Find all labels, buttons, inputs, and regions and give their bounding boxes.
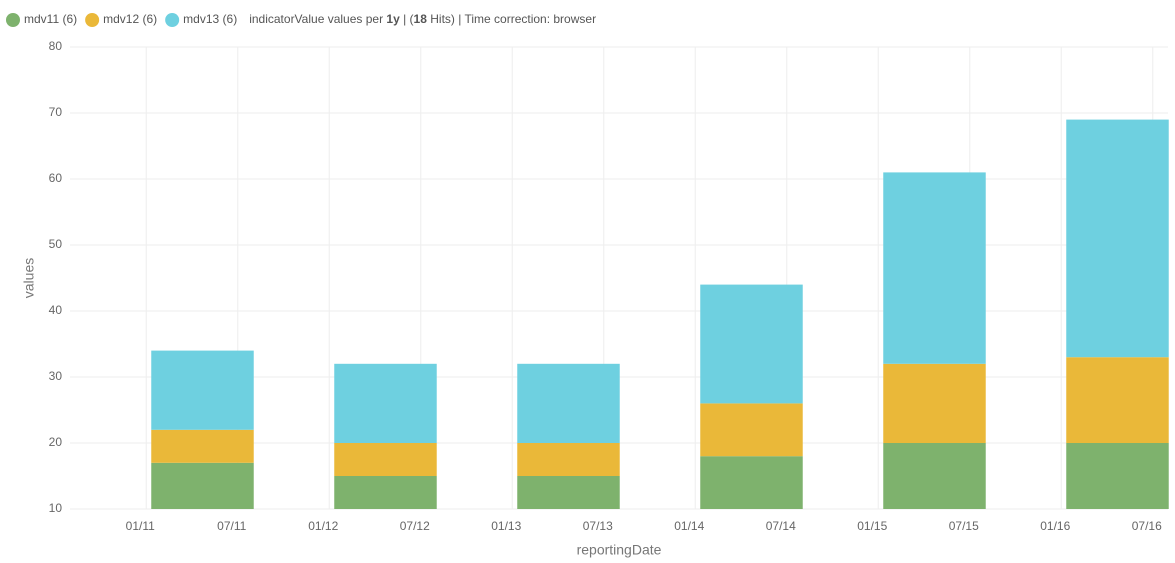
x-tick-label: 01/13 [491,519,521,533]
bar-segment [883,172,986,364]
bar-segment [334,443,437,476]
x-tick-label: 01/11 [126,519,155,533]
x-tick-label: 07/16 [1132,519,1162,533]
bar-segment [334,363,437,443]
subtitle-part: | ( [400,12,414,26]
bar-segment [700,403,803,457]
subtitle-part: 18 [414,12,428,26]
subtitle-part: indicatorValue values per [249,12,386,26]
legend-marker [6,13,20,27]
bar-segment [883,443,986,509]
x-tick-label: 07/12 [400,519,430,533]
bar-segment [151,350,254,430]
y-tick-label: 50 [49,237,63,251]
bars [151,119,1169,509]
bar-segment [1066,443,1169,509]
y-axis-title: values [21,258,37,298]
y-tick-label: 80 [49,39,63,53]
y-tick-label: 40 [49,303,63,317]
x-axis-title: reportingDate [577,542,662,558]
bar-segment [151,462,254,509]
legend-label: mdv13 (6) [183,12,237,26]
bar-segment [517,443,620,476]
subtitle: indicatorValue values per 1y | (18 Hits)… [249,12,596,26]
legend: mdv11 (6) mdv12 (6) mdv13 (6) indicatorValu… [6,12,596,27]
legend-marker [85,13,100,27]
subtitle-part: 1y [386,12,400,26]
legend-label: mdv11 (6) [24,12,77,26]
x-tick-label: 07/13 [583,519,613,533]
grid: 10 20 30 40 50 60 70 80 01/11 07/11 01/12 07/12 01/1… [49,39,1168,533]
legend-label: mdv12 (6) [103,12,157,26]
bar-segment [151,429,254,463]
bar-segment [700,284,803,404]
y-tick-label: 70 [49,105,63,119]
bar-segment [700,456,803,509]
y-tick-label: 20 [49,435,63,449]
x-tick-label: 07/15 [949,519,979,533]
bar-segment [334,476,437,509]
x-tick-label: 07/11 [217,519,246,533]
legend-marker [165,13,180,27]
bar-segment [1066,119,1169,358]
x-tick-label: 01/14 [674,519,704,533]
bar-segment [517,363,620,443]
x-tick-label: 01/15 [857,519,887,533]
y-tick-label: 10 [49,501,63,515]
bar-segment [517,476,620,509]
subtitle-part: Hits) | Time correction: browser [427,12,596,26]
x-tick-label: 01/16 [1040,519,1070,533]
y-tick-label: 60 [49,171,63,185]
bar-segment [883,363,986,443]
y-tick-label: 30 [49,369,63,383]
x-tick-label: 07/14 [766,519,796,533]
x-tick-label: 01/12 [308,519,338,533]
bar-segment [1066,357,1169,443]
